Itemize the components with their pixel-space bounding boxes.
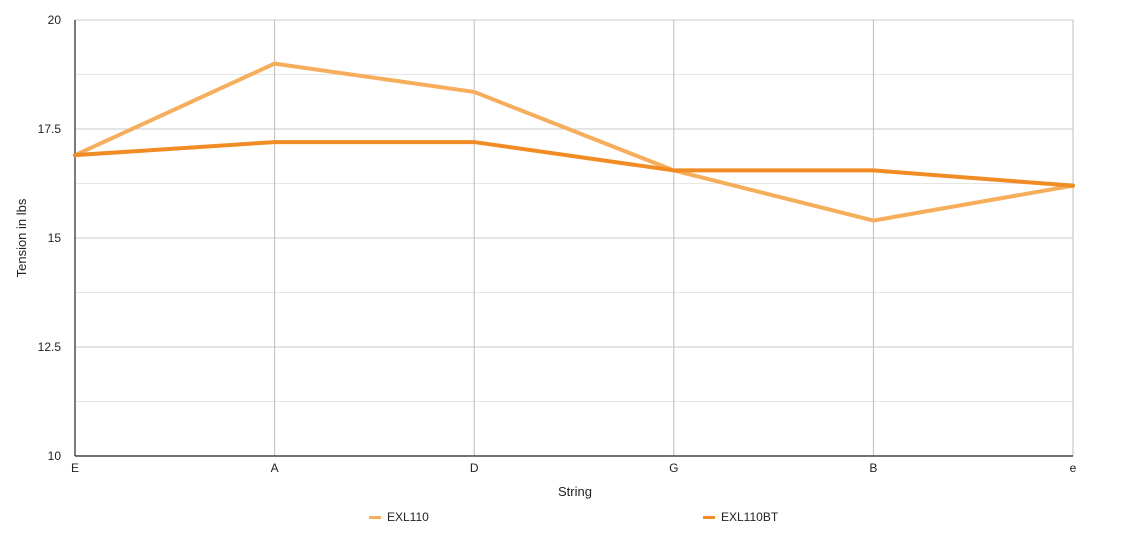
series-line-exl110bt xyxy=(73,140,1075,188)
legend-swatch-exl110bt xyxy=(703,515,715,519)
series-lines xyxy=(73,61,1075,223)
y-tick-label: 15 xyxy=(48,231,62,245)
legend-label-exl110bt: EXL110BT xyxy=(721,510,779,524)
y-axis-title: Tension in lbs xyxy=(14,198,29,277)
y-tick-label: 20 xyxy=(48,13,62,27)
legend: EXL110 EXL110BT xyxy=(0,510,1143,530)
x-tick-label: B xyxy=(869,461,877,475)
series-line-exl110 xyxy=(73,61,1075,223)
y-tick-label: 12.5 xyxy=(38,340,62,354)
y-tick-label: 10 xyxy=(48,449,62,463)
legend-item-exl110bt[interactable]: EXL110BT xyxy=(703,510,778,524)
x-tick-label: G xyxy=(669,461,678,475)
legend-label-exl110: EXL110 xyxy=(387,510,429,524)
x-axis-title: String xyxy=(558,484,592,499)
x-tick-label: A xyxy=(271,461,279,475)
x-tick-label: E xyxy=(71,461,79,475)
y-tick-label: 17.5 xyxy=(38,122,62,136)
legend-item-exl110[interactable]: EXL110 xyxy=(369,510,429,524)
x-tick-label: e xyxy=(1070,461,1077,475)
legend-swatch-exl110 xyxy=(369,515,381,519)
x-tick-label: D xyxy=(470,461,479,475)
axes xyxy=(74,20,1073,457)
